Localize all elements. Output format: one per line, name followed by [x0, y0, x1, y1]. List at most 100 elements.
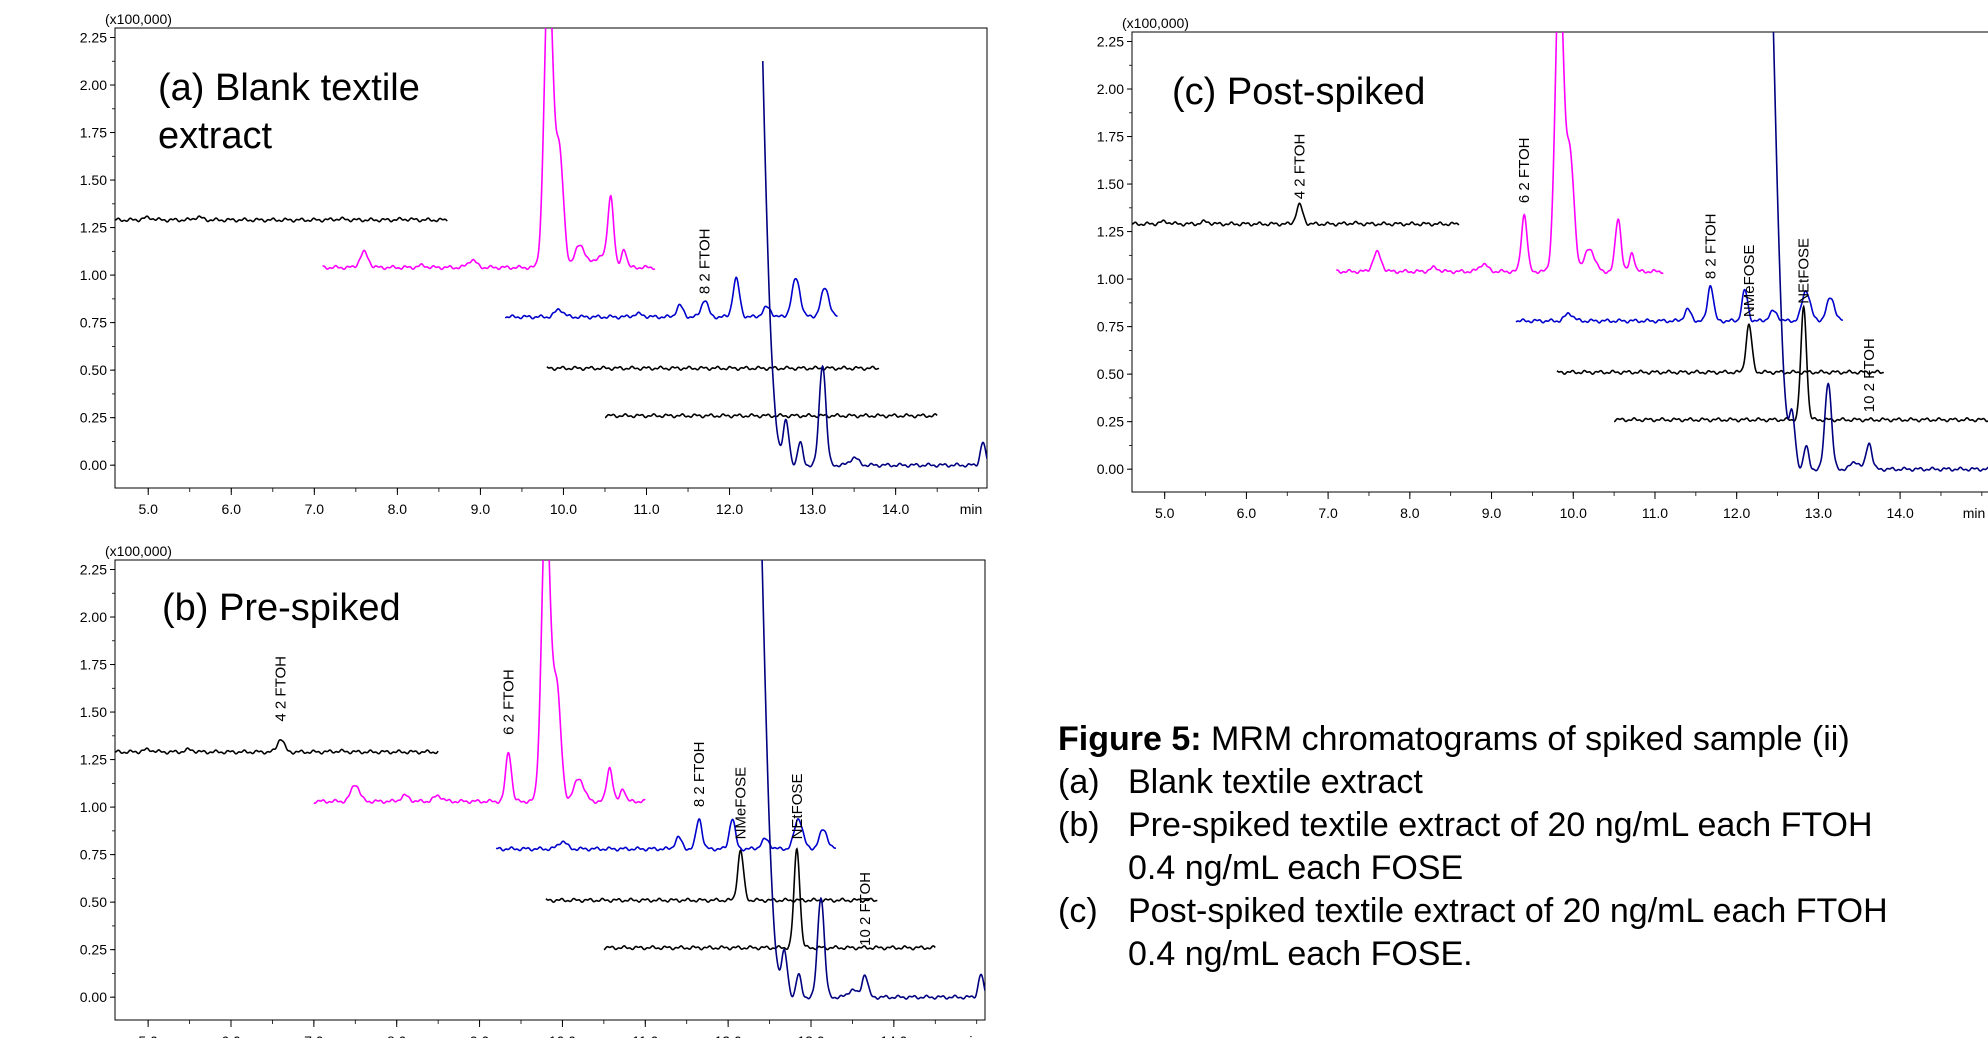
y-tick-label: 0.25 — [1097, 414, 1124, 430]
trace-group — [1132, 32, 1988, 472]
chromatogram-trace — [495, 817, 837, 852]
y-tick-label: 1.50 — [80, 172, 107, 188]
chromatogram-trace — [1132, 202, 1460, 227]
x-tick-label: 13.0 — [797, 1033, 824, 1038]
caption-item-text: 0.4 ng/mL each FOSE. — [1128, 935, 1473, 973]
x-tick-label: 6.0 — [221, 1033, 241, 1038]
y-tick-label: 2.00 — [80, 609, 107, 625]
y-tick-label: 1.25 — [1097, 224, 1124, 240]
y-tick-label: 0.25 — [80, 942, 107, 958]
y-tick-label: 2.25 — [80, 30, 107, 46]
x-tick-label: 7.0 — [305, 501, 325, 517]
y-multiplier-label: (x100,000) — [1122, 15, 1189, 31]
x-tick-label: 8.0 — [1400, 505, 1420, 521]
peak-label: 8 2 FTOH — [691, 742, 708, 808]
x-tick-label: 14.0 — [880, 1033, 907, 1038]
chromatogram-trace — [115, 215, 448, 223]
x-tick-label: 9.0 — [1482, 505, 1502, 521]
chromatogram-trace — [115, 739, 439, 755]
y-tick-label: 0.50 — [1097, 366, 1124, 382]
y-tick-label: 0.00 — [80, 457, 107, 473]
caption-item-text: Pre-spiked textile extract of 20 ng/mL e… — [1128, 806, 1873, 844]
x-tick-label: 10.0 — [550, 501, 577, 517]
caption-item-text: Post-spiked textile extract of 20 ng/mL … — [1128, 892, 1888, 930]
peak-label: NMeFOSE — [1741, 245, 1758, 318]
y-tick-label: 1.25 — [80, 220, 107, 236]
chromatogram-trace — [1772, 32, 1988, 472]
y-tick-label: 1.75 — [80, 125, 107, 141]
x-tick-label: 5.0 — [1155, 505, 1175, 521]
y-tick-label: 0.25 — [80, 410, 107, 426]
x-tick-label: 11.0 — [633, 501, 659, 517]
caption-item-tag: (c) — [1058, 892, 1098, 930]
y-tick-label: 1.25 — [80, 752, 107, 768]
caption-list: (a) Blank textile extract (b) Pre-spiked… — [1058, 761, 1978, 976]
chromatogram-trace — [504, 276, 838, 320]
y-tick-label: 0.75 — [1097, 319, 1124, 335]
chart-panel: 0.00 0.25 0.50 0.75 1.00 1.25 1.50 1.75 2.00 2.25… — [80, 11, 988, 517]
x-tick-label: 14.0 — [882, 501, 909, 517]
y-tick-label: 2.00 — [80, 77, 107, 93]
figure-caption: Figure 5: MRM chromatograms of spiked sa… — [1058, 718, 1978, 976]
y-tick-label: 1.00 — [80, 267, 107, 283]
x-tick-label: 9.0 — [470, 1033, 490, 1038]
x-unit-label: min — [1963, 505, 1986, 521]
y-tick-label: 0.00 — [1097, 461, 1124, 477]
x-tick-label: 12.0 — [716, 501, 743, 517]
caption-figure-label: Figure 5: — [1058, 720, 1202, 758]
trace-group — [115, 28, 987, 468]
panel-label: (b) Pre-spiked — [162, 587, 401, 629]
y-tick-label: 1.50 — [80, 704, 107, 720]
x-tick-label: 12.0 — [1723, 505, 1750, 521]
x-tick-label: 11.0 — [632, 1033, 658, 1038]
y-tick-label: 1.75 — [1097, 129, 1124, 145]
y-tick-label: 1.00 — [1097, 271, 1124, 287]
x-tick-label: 12.0 — [715, 1033, 742, 1038]
x-tick-label: 7.0 — [1318, 505, 1338, 521]
chromatogram-trace — [604, 413, 938, 419]
peak-label: NMeFOSE — [733, 767, 750, 840]
y-tick-label: 0.75 — [80, 847, 107, 863]
x-tick-label: 5.0 — [138, 1033, 158, 1038]
panel-label: extract — [158, 115, 272, 157]
x-tick-label: 14.0 — [1886, 505, 1913, 521]
caption-item-c: (c) Post-spiked textile extract of 20 ng… — [1058, 890, 1978, 976]
x-tick-label: 9.0 — [471, 501, 491, 517]
x-tick-label: 10.0 — [1560, 505, 1587, 521]
peak-label: NEtFOSE — [1796, 238, 1813, 304]
chromatogram-trace — [761, 61, 987, 468]
y-tick-label: 2.25 — [80, 562, 107, 578]
chromatogram-trace — [1613, 304, 1988, 423]
y-tick-label: 0.50 — [80, 362, 107, 378]
x-tick-label: 10.0 — [549, 1033, 576, 1038]
x-tick-label: 13.0 — [799, 501, 826, 517]
x-tick-label: 13.0 — [1805, 505, 1832, 521]
y-tick-label: 0.75 — [80, 315, 107, 331]
caption-item-tag: (a) — [1058, 763, 1100, 801]
peak-label: 10 2 FTOH — [1861, 338, 1878, 412]
y-tick-label: 2.25 — [1097, 34, 1124, 50]
x-unit-label: min — [960, 501, 983, 517]
peak-label: 10 2 FTOH — [857, 872, 874, 946]
caption-item-b: (b) Pre-spiked textile extract of 20 ng/… — [1058, 804, 1978, 890]
y-tick-label: 1.00 — [80, 799, 107, 815]
x-tick-label: 8.0 — [388, 501, 408, 517]
y-tick-label: 0.00 — [80, 989, 107, 1005]
y-tick-label: 2.00 — [1097, 81, 1124, 97]
chromatogram-trace — [761, 560, 985, 1000]
x-tick-label: 6.0 — [222, 501, 242, 517]
peak-label: 4 2 FTOH — [273, 656, 290, 722]
y-tick-label: 1.75 — [80, 657, 107, 673]
caption-title: Figure 5: MRM chromatograms of spiked sa… — [1058, 718, 1978, 761]
chromatogram-trace — [603, 847, 936, 951]
plot-frame — [114, 27, 988, 489]
peak-label: 8 2 FTOH — [697, 229, 714, 295]
panel-label: (c) Post-spiked — [1172, 71, 1425, 113]
panel-label: (a) Blank textile — [158, 67, 420, 109]
x-tick-label: 6.0 — [1237, 505, 1257, 521]
chromatogram-trace — [1515, 284, 1844, 324]
y-tick-label: 1.50 — [1097, 176, 1124, 192]
x-tick-label: 7.0 — [304, 1033, 324, 1038]
plot-frame — [1131, 31, 1988, 493]
